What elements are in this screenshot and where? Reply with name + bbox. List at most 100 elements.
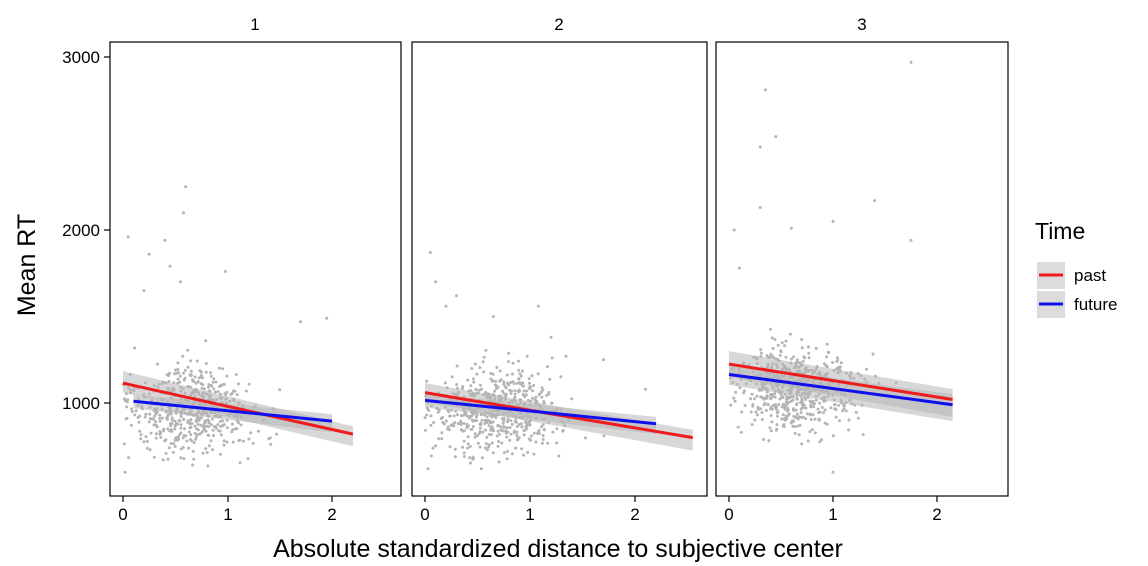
panel-3-data-point	[800, 399, 804, 403]
panel-2-data-point	[484, 442, 488, 446]
panel-1-data-point	[201, 430, 205, 433]
panel-1-data-point	[195, 416, 199, 420]
panel-3-data-point	[861, 433, 865, 437]
panel-3-data-point	[763, 88, 767, 92]
panel-3-data-point	[801, 359, 805, 363]
panel-2-data-point	[474, 415, 478, 419]
panel-1-data-point	[149, 431, 153, 435]
panel-2-x-axis: 0 1 2	[420, 496, 640, 524]
panel-3-data-point	[784, 339, 788, 343]
panel-1-data-point	[229, 392, 233, 396]
panel-3-data-point	[762, 438, 765, 441]
panel-2-data-point	[429, 423, 433, 427]
panel-2-data-point	[483, 428, 487, 432]
panel-2-data-point	[482, 370, 486, 374]
panel-1-data-point	[201, 383, 205, 387]
panel-1-data-point	[148, 448, 152, 452]
panel-2-data-point	[483, 418, 487, 422]
panel-2-data-point	[506, 420, 509, 424]
panel-1-data-point	[219, 452, 222, 456]
panel-2-data-point	[429, 454, 433, 458]
panel-2-data-point	[472, 380, 476, 384]
panel-1-data-point	[233, 389, 237, 393]
panel-3-data-point	[873, 199, 877, 203]
panel-2-data-point	[466, 446, 470, 450]
panel-2-data-point	[522, 393, 526, 397]
panel-2-data-point	[547, 391, 551, 394]
panel-3-data-point	[769, 327, 772, 331]
panel-2-data-point	[510, 422, 514, 426]
panel-2-data-point	[502, 382, 506, 386]
panel-3-data-point	[794, 403, 798, 407]
panel-1-data-point	[200, 386, 204, 390]
panel-1-data-point	[133, 346, 137, 350]
panel-2-data-point	[466, 378, 470, 382]
panel-3-data-point	[764, 408, 768, 412]
legend-label-past: past	[1074, 266, 1106, 285]
panel-2-data-point	[561, 428, 565, 432]
panel-1-future-confidence-band	[133, 394, 332, 433]
panel-1-data-point	[192, 457, 196, 461]
panel-2-data-point	[517, 388, 521, 392]
panel-1-data-point	[219, 433, 223, 437]
panel-3-data-point	[795, 397, 799, 401]
panel-1-data-point	[182, 371, 185, 375]
panel-2: 2	[411, 15, 708, 497]
panel-2-data-point	[522, 433, 526, 437]
panel-1-data-point	[123, 399, 127, 403]
panel-2-data-point	[527, 437, 531, 441]
panel-3-data-point	[820, 438, 824, 442]
panel-1-data-point	[197, 376, 201, 380]
panel-3-data-point	[791, 407, 795, 411]
panel-3-data-point	[771, 392, 774, 396]
panel-3-data-point	[771, 346, 775, 350]
panel-2-data-point	[526, 451, 530, 454]
panel-2-data-point	[462, 429, 466, 433]
panel-1-data-point	[193, 424, 197, 428]
panel-1-data-point	[216, 390, 220, 394]
panel-2-data-point	[541, 434, 545, 437]
panel-1-data-point	[225, 440, 229, 444]
panel-2-data-point	[469, 384, 473, 388]
panel-2-data-point	[504, 429, 508, 433]
panel-1-data-point	[134, 409, 138, 413]
panel-1-data-point	[195, 359, 199, 363]
panel-1-data-point	[152, 455, 156, 459]
panel-2-x-tick-label-1: 1	[525, 505, 534, 524]
panel-1-data-point	[247, 437, 251, 441]
panel-2-data-point	[522, 429, 526, 432]
panel-2-data-point	[521, 369, 524, 373]
panel-3-strip-label: 3	[857, 15, 866, 34]
legend-item-past: past	[1037, 262, 1106, 289]
panel-2-data-point	[480, 456, 484, 460]
panel-2-data-point	[528, 381, 531, 385]
panel-1-data-point	[198, 432, 202, 436]
panel-1-data-point	[178, 374, 182, 378]
panel-2-border	[411, 41, 708, 497]
panel-1-data-point	[130, 410, 134, 413]
panel-2-data-point	[478, 430, 482, 434]
panel-2-x-tick-label-0: 0	[420, 505, 429, 524]
panel-1-data-point	[177, 419, 181, 423]
panel-3-data-point	[798, 423, 802, 427]
panel-1-data-point	[185, 439, 189, 443]
panel-3-data-point	[801, 415, 805, 419]
panel-3-data-point	[787, 412, 791, 416]
panel-1-data-point	[158, 419, 162, 423]
panel-2-data-point	[513, 392, 517, 396]
panel-3-data-point	[839, 361, 843, 365]
panel-3-data-point	[749, 410, 753, 414]
panel-2-data-point	[541, 438, 545, 441]
panel-3-data-point	[801, 405, 805, 409]
panel-2-data-point	[495, 434, 499, 438]
panel-3-data-point	[789, 357, 793, 361]
panel-1-data-point	[211, 448, 214, 452]
panel-3-data-point	[729, 403, 733, 407]
y-tick-label-3000: 3000	[62, 48, 100, 67]
panel-3-data-point	[755, 394, 759, 398]
panel-3-data-point	[781, 413, 785, 417]
panel-3-data-point	[800, 338, 804, 341]
panel-3-data-point	[799, 407, 803, 411]
panel-1-data-point	[218, 420, 222, 423]
panel-1-data-point	[164, 451, 168, 455]
